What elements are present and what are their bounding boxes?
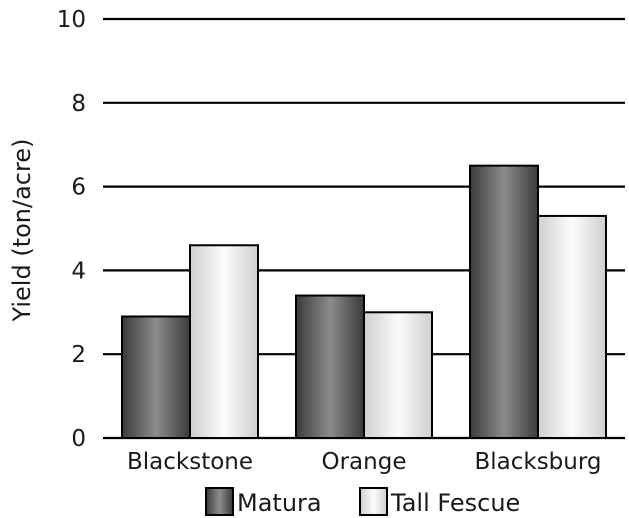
x-tick-label: Blackstone bbox=[127, 449, 253, 475]
bar-blacksburg-tall-fescue bbox=[537, 214, 607, 439]
y-tick-label: 0 bbox=[71, 426, 86, 452]
y-tick-label: 8 bbox=[71, 91, 86, 117]
x-tick-labels: Blackstone Orange Blacksburg bbox=[127, 449, 602, 475]
legend-label: Tall Fescue bbox=[390, 489, 520, 517]
bars bbox=[121, 164, 607, 440]
bar-blackstone-matura bbox=[121, 315, 191, 439]
y-tick-label: 2 bbox=[71, 342, 86, 368]
x-tick-label: Orange bbox=[322, 449, 407, 475]
y-tick-label: 6 bbox=[71, 175, 86, 201]
y-tick-label: 4 bbox=[71, 258, 86, 284]
legend: Matura Tall Fescue bbox=[205, 487, 520, 517]
legend-label: Matura bbox=[237, 489, 322, 517]
legend-swatch-matura bbox=[205, 487, 234, 516]
y-axis-title: Yield (ton/acre) bbox=[8, 139, 36, 323]
bar-blacksburg-matura bbox=[469, 164, 539, 439]
y-tick-labels: 0 2 4 6 8 10 bbox=[57, 7, 86, 452]
legend-swatch-tall-fescue bbox=[359, 487, 388, 516]
y-tick-label: 10 bbox=[57, 7, 86, 33]
bar-blackstone-tall-fescue bbox=[189, 244, 259, 439]
x-tick-label: Blacksburg bbox=[474, 449, 601, 475]
bar-orange-matura bbox=[295, 294, 365, 440]
bar-orange-tall-fescue bbox=[363, 311, 433, 439]
